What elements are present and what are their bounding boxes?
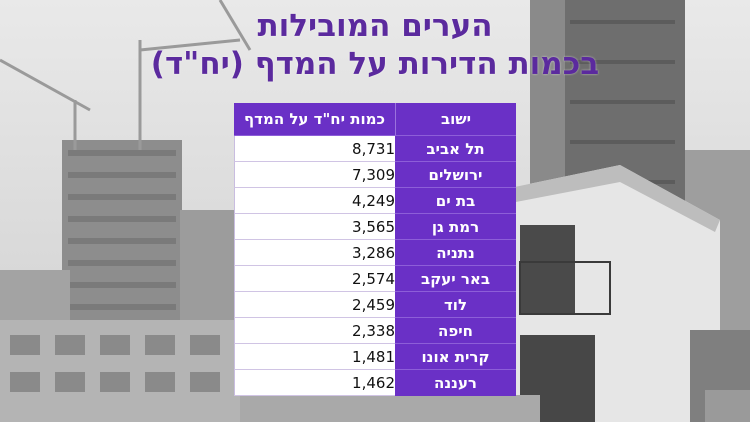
table-row: רמת גן 3,565	[234, 214, 516, 240]
page-title: הערים המובילות	[257, 8, 493, 44]
city-name: חיפה	[395, 318, 516, 344]
city-value: 2,574	[234, 266, 395, 292]
city-value: 4,249	[234, 188, 395, 214]
table-row: קרית אונו 1,481	[234, 344, 516, 370]
city-value: 3,565	[234, 214, 395, 240]
city-value: 2,459	[234, 292, 395, 318]
city-value: 1,462	[234, 370, 395, 396]
page-subtitle: בכמות הדירות על המדף (יח"ד)	[150, 46, 600, 82]
city-value: 1,481	[234, 344, 395, 370]
header-value: כמות יח"ד על המדף	[234, 103, 395, 136]
table-row: לוד 2,459	[234, 292, 516, 318]
table-row: תל אביב 8,731	[234, 136, 516, 162]
city-name: ירושלים	[395, 162, 516, 188]
city-name: רעננה	[395, 370, 516, 396]
city-name: לוד	[395, 292, 516, 318]
city-name: בת ים	[395, 188, 516, 214]
city-name: תל אביב	[395, 136, 516, 162]
city-value: 3,286	[234, 240, 395, 266]
table-row: נתניה 3,286	[234, 240, 516, 266]
table-row: בת ים 4,249	[234, 188, 516, 214]
table-row: באר יעקב 2,574	[234, 266, 516, 292]
cities-table: ישוב כמות יח"ד על המדף תל אביב 8,731 ירו…	[234, 103, 516, 396]
city-value: 8,731	[234, 136, 395, 162]
city-value: 2,338	[234, 318, 395, 344]
table-row: חיפה 2,338	[234, 318, 516, 344]
city-name: נתניה	[395, 240, 516, 266]
city-name: קרית אונו	[395, 344, 516, 370]
city-name: באר יעקב	[395, 266, 516, 292]
city-value: 7,309	[234, 162, 395, 188]
table-header-row: ישוב כמות יח"ד על המדף	[234, 103, 516, 136]
city-name: רמת גן	[395, 214, 516, 240]
table-row: ירושלים 7,309	[234, 162, 516, 188]
table-row: רעננה 1,462	[234, 370, 516, 396]
header-city: ישוב	[395, 103, 516, 136]
